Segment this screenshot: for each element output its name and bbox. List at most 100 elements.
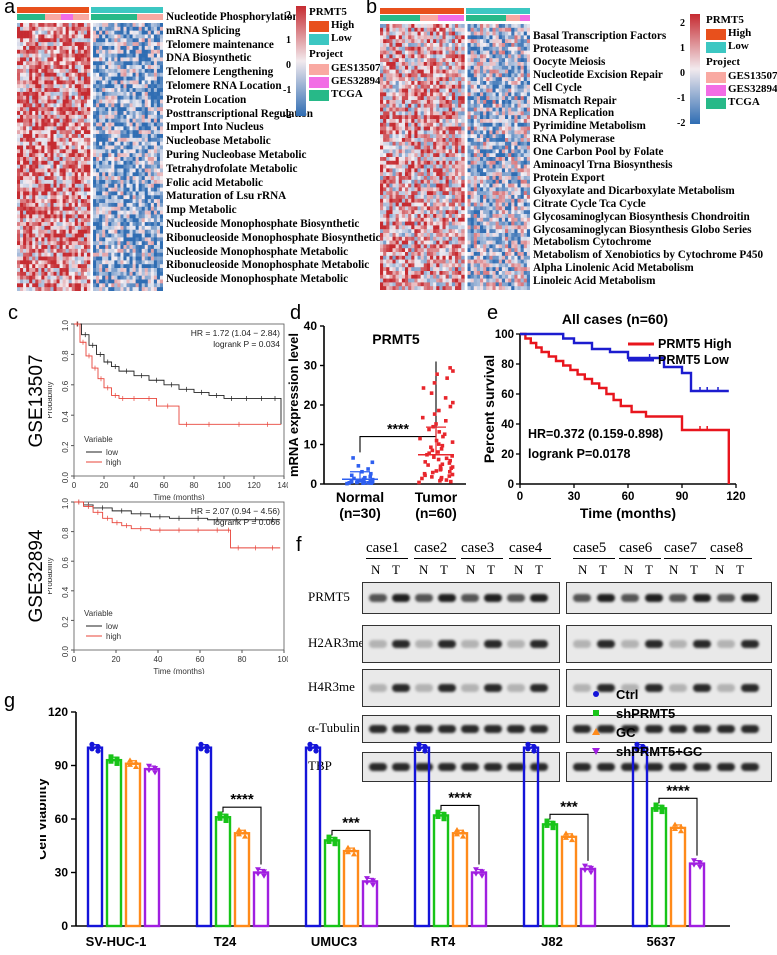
heatmap-cell (47, 195, 51, 200)
heatmap-cell (135, 183, 139, 188)
heatmap-cell (32, 187, 36, 192)
heatmap-cell (117, 179, 121, 185)
heatmap-cell (508, 130, 512, 135)
heatmap-cell (59, 225, 63, 231)
heatmap-cell (405, 46, 409, 51)
heatmap-cell (111, 287, 115, 291)
heatmap-cell (96, 49, 100, 54)
heatmap-cell (476, 134, 481, 139)
heatmap-cell (405, 111, 409, 116)
heatmap-cell (29, 118, 33, 123)
heatmap-cell (141, 191, 146, 196)
heatmap-cell (20, 76, 24, 81)
heatmap-cell (470, 145, 475, 150)
heatmap-cell (520, 115, 525, 120)
heatmap-cell (108, 103, 112, 108)
heatmap-cell (395, 73, 400, 78)
heatmap-cell (138, 126, 143, 131)
heatmap-cell (26, 95, 30, 100)
heatmap-cell (99, 65, 103, 70)
heatmap-cell (433, 88, 437, 93)
heatmap-cell (62, 199, 66, 204)
heatmap-cell (476, 103, 481, 108)
heatmap-cell (442, 69, 446, 74)
heatmap-cell (126, 122, 130, 127)
heatmap-cell (135, 260, 139, 265)
heatmap-cell (455, 77, 459, 82)
heatmap-cell (476, 96, 481, 101)
heatmap-cell (53, 49, 57, 54)
heatmap-cell (126, 126, 130, 131)
heatmap-cell (392, 24, 396, 29)
heatmap-cell (26, 260, 30, 265)
heatmap-cell (408, 46, 412, 51)
heatmap-cell (62, 260, 66, 265)
heatmap-cell (483, 88, 487, 93)
heatmap-cell (508, 115, 512, 120)
heatmap-cell (159, 229, 163, 234)
heatmap-cell (126, 26, 130, 31)
heatmap-cell (77, 72, 82, 77)
heatmap-cell (17, 118, 21, 123)
heatmap-cell (135, 134, 139, 139)
heatmap-cell (50, 114, 54, 120)
heatmap-cell (123, 42, 127, 47)
heatmap-cell (17, 107, 21, 112)
heatmap-cell (141, 45, 146, 51)
heatmap-cell (74, 23, 79, 28)
heatmap-cell (117, 88, 121, 93)
heatmap-cell (108, 149, 112, 154)
heatmap-cell (159, 279, 163, 284)
heatmap-cell (483, 141, 487, 146)
heatmap-cell (386, 84, 390, 89)
heatmap-cell (111, 241, 115, 246)
heatmap-cell (461, 107, 465, 112)
heatmap-cell (129, 233, 133, 238)
heatmap-cell (114, 218, 118, 223)
heatmap-cell (476, 126, 481, 131)
heatmap-cell (501, 153, 506, 158)
heatmap-cell (86, 149, 91, 154)
heatmap-cell (138, 206, 143, 211)
heatmap-cell (401, 141, 406, 146)
heatmap-cell (62, 233, 66, 238)
heatmap-cell (511, 84, 515, 89)
heatmap-cell (461, 153, 465, 158)
heatmap-cell (17, 103, 21, 108)
heatmap-cell (71, 145, 76, 150)
heatmap-cell (526, 100, 530, 105)
heatmap-cell (26, 91, 30, 97)
heatmap-cell (117, 134, 121, 139)
heatmap-cell (405, 39, 409, 44)
heatmap-cell (77, 34, 82, 39)
heatmap-cell (38, 145, 42, 150)
heatmap-cell (395, 54, 400, 59)
heatmap-cell (77, 134, 82, 139)
heatmap-cell (156, 202, 161, 208)
heatmap-cell (498, 84, 503, 89)
heatmap-cell (111, 137, 115, 142)
heatmap-cell (35, 164, 39, 169)
heatmap-cell (523, 96, 528, 101)
heatmap-cell (20, 141, 24, 146)
heatmap-cell (93, 61, 97, 66)
heatmap-cell (492, 103, 496, 108)
heatmap-cell (38, 199, 42, 204)
heatmap-cell (99, 256, 103, 261)
heatmap-cell (17, 111, 21, 116)
heatmap-cell (132, 248, 136, 254)
heatmap-cell (74, 153, 79, 158)
heatmap-cell (451, 46, 456, 51)
heatmap-cell (505, 134, 509, 139)
heatmap-cell (108, 30, 112, 35)
heatmap-cell (38, 30, 42, 35)
heatmap-cell (26, 149, 30, 154)
heatmap-cell (20, 80, 24, 85)
heatmap-cell (71, 241, 76, 246)
heatmap-cell (86, 214, 91, 219)
heatmap-cell (408, 96, 412, 101)
heatmap-cell (523, 46, 528, 51)
heatmap-cell (383, 69, 387, 74)
heatmap-cell (108, 245, 112, 250)
heatmap-cell (467, 115, 471, 120)
